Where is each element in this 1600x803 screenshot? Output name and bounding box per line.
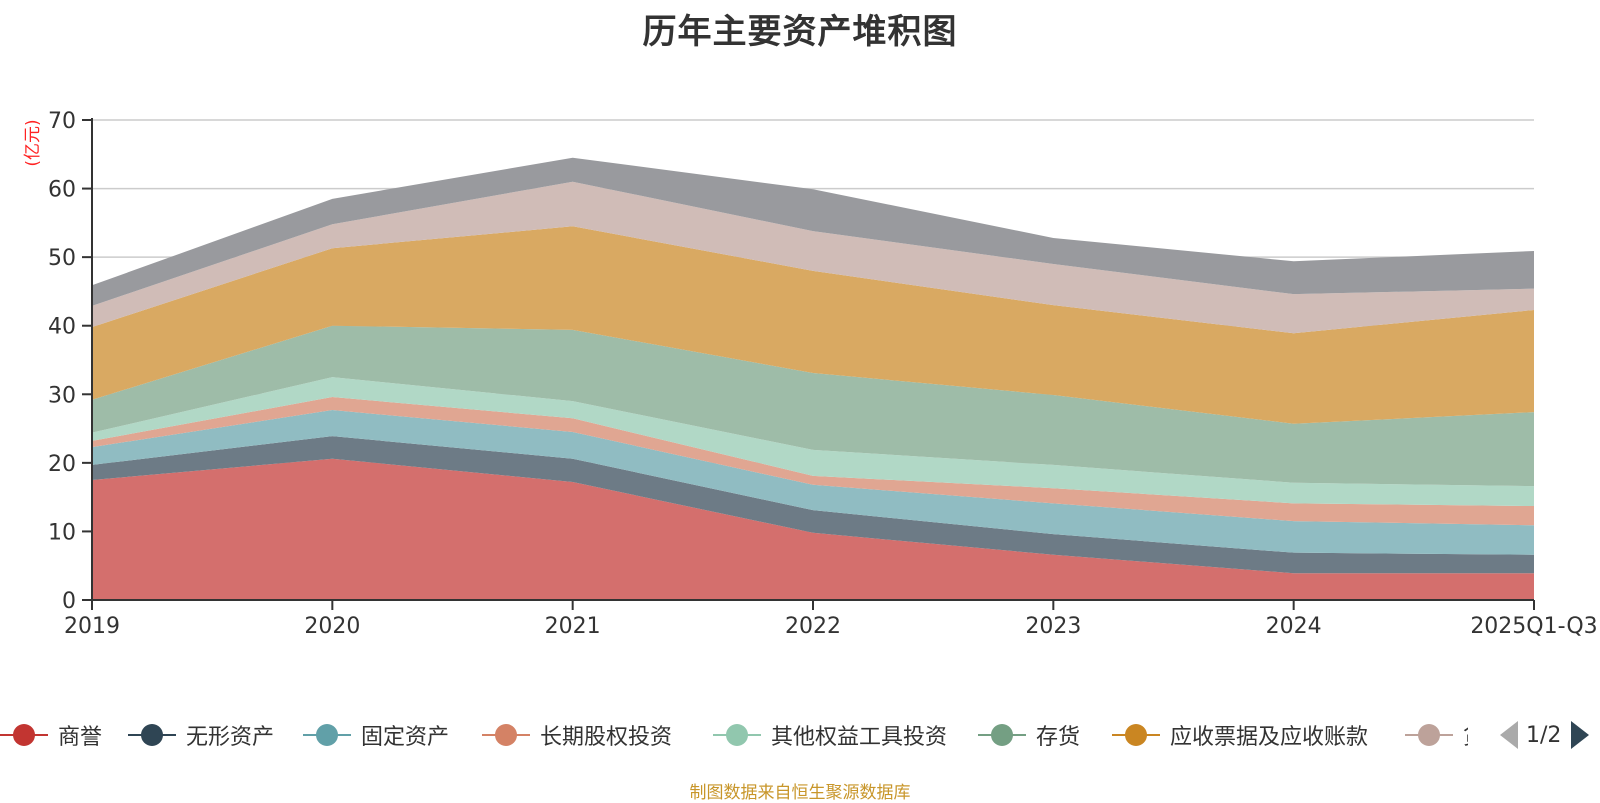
x-tick-label: 2022 <box>785 614 841 639</box>
y-axis-ticks: 0 10 20 30 40 50 60 70 <box>48 109 92 614</box>
area-series-7[interactable] <box>92 226 1534 424</box>
legend-label: 货 <box>1463 719 1468 751</box>
area-series-3[interactable] <box>92 410 1534 555</box>
legend-item[interactable]: 固定资产 <box>303 715 449 755</box>
legend-marker-icon <box>978 720 1026 750</box>
legend-marker-icon <box>713 720 761 750</box>
triangle-right-icon[interactable] <box>1571 721 1590 749</box>
area-series <box>92 157 1534 600</box>
legend-marker-icon <box>482 720 530 750</box>
legend-item[interactable]: 货 <box>1405 715 1468 755</box>
legend-item[interactable]: 无形资产 <box>128 715 274 755</box>
y-tick-label: 20 <box>48 452 76 477</box>
x-tick-label: 2019 <box>64 614 120 639</box>
legend-item[interactable]: 其他权益工具投资 <box>713 715 947 755</box>
legend-label: 长期股权投资 <box>540 725 673 750</box>
legend-item[interactable]: 应收票据及应收账款 <box>1112 715 1368 755</box>
legend: 商誉 无形资产 固定资产 长期股权投资 其他权益工具投资 存货 应收票据及应收账款 货 <box>0 715 1600 755</box>
x-tick-label: 2024 <box>1266 614 1322 639</box>
area-series-9[interactable] <box>92 157 1534 306</box>
legend-label: 应收票据及应收账款 <box>1170 725 1369 750</box>
triangle-left-icon[interactable] <box>1500 721 1518 749</box>
legend-pager: 1/2 <box>1500 715 1590 755</box>
legend-page-indicator: 1/2 <box>1526 722 1562 748</box>
y-tick-label: 0 <box>62 589 76 614</box>
y-tick-label: 70 <box>48 109 76 134</box>
area-series-6[interactable] <box>92 325 1534 487</box>
area-series-1[interactable] <box>92 458 1534 600</box>
data-source-note: 制图数据来自恒生聚源数据库 <box>689 783 911 803</box>
legend-item[interactable]: 长期股权投资 <box>482 715 672 755</box>
y-axis-unit-label: (亿元) <box>23 119 43 166</box>
y-tick-label: 10 <box>48 520 76 545</box>
legend-marker-icon <box>128 720 176 750</box>
legend-label: 存货 <box>1036 725 1081 750</box>
y-tick-label: 40 <box>48 315 76 340</box>
x-axis-ticks: 2019 2020 2021 2022 2023 2024 2025Q1-Q3 <box>64 600 1598 639</box>
area-series-2[interactable] <box>92 436 1534 574</box>
legend-label: 其他权益工具投资 <box>771 725 948 750</box>
x-tick-label: 2025Q1-Q3 <box>1470 614 1597 639</box>
stacked-area-chart: 0 10 20 30 40 50 60 70 2019 2020 2021 2022 2023 2024… <box>23 109 1598 639</box>
area-series-4[interactable] <box>92 397 1534 526</box>
legend-item[interactable]: 商誉 <box>0 715 102 755</box>
chart-title: 历年主要资产堆积图 <box>642 12 958 52</box>
legend-marker-icon <box>0 720 48 750</box>
area-series-5[interactable] <box>92 377 1534 507</box>
legend-marker-icon <box>1112 720 1160 750</box>
legend-label: 固定资产 <box>361 725 450 750</box>
y-tick-label: 50 <box>48 246 76 271</box>
x-tick-label: 2020 <box>304 614 360 639</box>
legend-marker-icon <box>1405 720 1453 750</box>
x-tick-label: 2023 <box>1025 614 1081 639</box>
y-tick-label: 60 <box>48 178 76 203</box>
area-series-8[interactable] <box>92 181 1534 334</box>
legend-label: 无形资产 <box>186 725 275 750</box>
y-tick-label: 30 <box>48 383 76 408</box>
legend-label: 商誉 <box>58 725 103 750</box>
legend-marker-icon <box>303 720 351 750</box>
x-tick-label: 2021 <box>545 614 601 639</box>
legend-item[interactable]: 存货 <box>978 715 1080 755</box>
legend-items: 商誉 无形资产 固定资产 长期股权投资 其他权益工具投资 存货 应收票据及应收账款 货 <box>0 715 1468 755</box>
